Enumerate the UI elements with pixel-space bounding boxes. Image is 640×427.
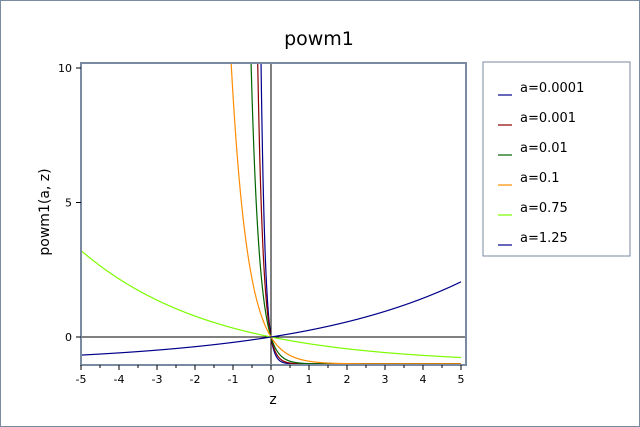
- series-line-a=0.1: [230, 63, 461, 365]
- legend-label: a=0.01: [520, 141, 568, 156]
- x-tick-label: -3: [152, 373, 163, 386]
- chart-title: powm1: [284, 28, 354, 50]
- y-tick-label: 10: [58, 62, 72, 75]
- plot-background: [81, 63, 466, 365]
- x-tick-label: -4: [114, 373, 125, 386]
- x-tick-label: -5: [76, 373, 87, 386]
- y-tick-label: 5: [65, 197, 72, 210]
- x-tick-label: 0: [268, 373, 275, 386]
- series-group: [81, 63, 462, 365]
- legend-label: a=1.25: [520, 231, 568, 246]
- y-tick-label: 0: [65, 331, 72, 344]
- x-axis-label: z: [269, 392, 276, 408]
- legend-box: [482, 61, 631, 257]
- legend-label: a=0.0001: [520, 81, 584, 96]
- legend-label: a=0.75: [520, 201, 568, 216]
- x-tick-label: 5: [458, 373, 465, 386]
- x-tick-label: 1: [306, 373, 313, 386]
- plot-frame: [80, 62, 467, 366]
- legend-label: a=0.001: [520, 111, 576, 126]
- x-tick-label: -1: [228, 373, 239, 386]
- series-line-a=1.25: [81, 281, 462, 356]
- x-tick-label: -2: [190, 373, 201, 386]
- x-tick-label: 2: [344, 373, 351, 386]
- x-tick-label: 3: [382, 373, 389, 386]
- legend-label: a=0.1: [520, 171, 560, 186]
- x-tick-label: 4: [420, 373, 427, 386]
- y-axis-label: powm1(a, z): [37, 168, 53, 255]
